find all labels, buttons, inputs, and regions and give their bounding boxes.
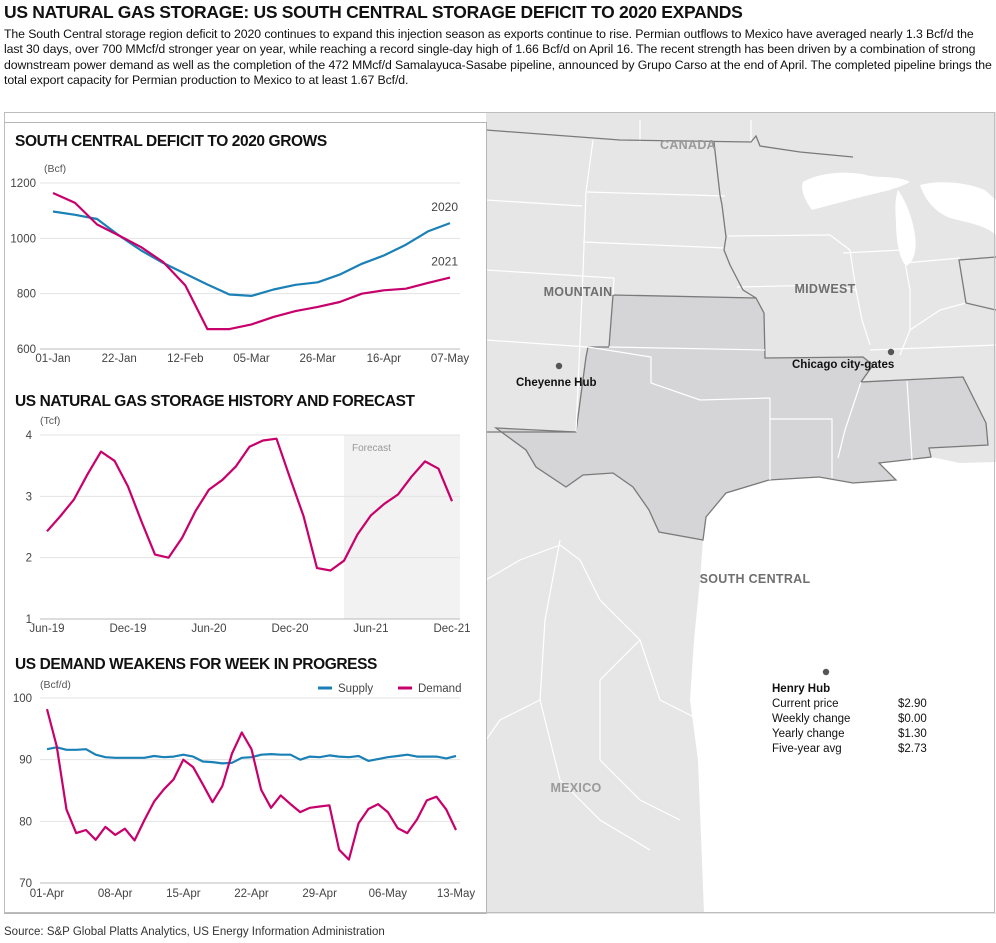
y-tick-label: 70 <box>19 878 32 890</box>
chicago-marker[interactable] <box>887 348 895 356</box>
x-tick-label: 13-May <box>437 888 476 900</box>
chart1-title: SOUTH CENTRAL DEFICIT TO 2020 GROWS <box>15 133 327 150</box>
south-central-region <box>493 294 989 541</box>
label-chicago: Chicago city-gates <box>792 359 894 371</box>
label-canada: CANADA <box>660 138 716 152</box>
lake-huron <box>920 182 996 235</box>
henry-hub-marker[interactable] <box>822 668 830 676</box>
label-mexico: MEXICO <box>550 781 601 795</box>
series-line-storage <box>46 437 454 572</box>
x-tick-label: 01-Apr <box>30 888 65 900</box>
x-tick-label: Jun-19 <box>29 623 64 635</box>
intro-paragraph: The South Central storage region deficit… <box>4 27 992 87</box>
x-tick-label: 07-May <box>431 353 470 365</box>
chart3-title: US DEMAND WEAKENS FOR WEEK IN PROGRESS <box>15 656 377 673</box>
henry-hub-row: Five-year avg $2.73 <box>772 742 932 757</box>
series-end-label: 2020 <box>431 200 458 214</box>
map-svg: CANADA MOUNTAIN MIDWEST SOUTH CENTRAL ME… <box>485 112 996 914</box>
y-tick-label: 3 <box>26 491 32 503</box>
y-tick-label: 4 <box>26 430 33 442</box>
cheyenne-hub-marker[interactable] <box>555 362 563 370</box>
y-axis-unit: (Bcf/d) <box>40 679 71 691</box>
y-tick-label: 1 <box>26 614 32 626</box>
x-tick-label: 15-Apr <box>166 888 201 900</box>
y-axis-unit: (Tcf) <box>40 415 60 427</box>
x-tick-label: 01-Jan <box>35 353 70 365</box>
y-tick-label: 80 <box>19 816 32 828</box>
x-tick-label: Jun-21 <box>353 623 388 635</box>
label-midwest: MIDWEST <box>794 282 855 296</box>
henry-hub-row-value: $0.00 <box>898 713 927 725</box>
lake-superior <box>802 172 910 210</box>
label-cheyenne-hub: Cheyenne Hub <box>516 377 597 389</box>
x-tick-label: Dec-19 <box>109 623 146 635</box>
source-note: Source: S&P Global Platts Analytics, US … <box>4 926 385 938</box>
gulf-of-mexico <box>690 457 996 913</box>
series-end-label: 2021 <box>431 255 458 269</box>
y-tick-label: 90 <box>19 755 32 767</box>
chart2-title: US NATURAL GAS STORAGE HISTORY AND FOREC… <box>15 393 415 410</box>
state-borders <box>485 120 996 851</box>
y-tick-label: 1000 <box>10 233 36 245</box>
henry-hub-row-label: Current price <box>772 698 839 710</box>
legend-label: Demand <box>418 683 461 695</box>
henry-hub-box: Henry Hub Current price $2.90 Weekly chang… <box>772 682 932 757</box>
henry-hub-row-value: $1.30 <box>898 728 927 740</box>
page-title: US NATURAL GAS STORAGE: US SOUTH CENTRAL… <box>4 2 743 22</box>
henry-hub-row: Current price $2.90 <box>772 697 932 712</box>
henry-hub-row-value: $2.73 <box>898 743 927 755</box>
x-tick-label: 26-Mar <box>299 353 336 365</box>
lake-michigan <box>895 190 916 266</box>
series-line-2020 <box>52 210 451 297</box>
henry-hub-row-label: Weekly change <box>772 713 851 725</box>
y-tick-label: 600 <box>17 344 36 356</box>
series-line-demand <box>45 708 457 861</box>
x-tick-label: 22-Apr <box>234 888 269 900</box>
x-tick-label: 12-Feb <box>167 353 203 365</box>
y-tick-label: 2 <box>26 553 32 565</box>
series-line-2021 <box>52 191 451 331</box>
x-tick-label: Dec-21 <box>433 623 470 635</box>
y-axis-unit: (Bcf) <box>44 163 66 175</box>
henry-hub-row-label: Five-year avg <box>772 743 842 755</box>
henry-hub-row: Weekly change $0.00 <box>772 712 932 727</box>
x-tick-label: 05-Mar <box>233 353 270 365</box>
label-south-central: SOUTH CENTRAL <box>700 572 811 586</box>
x-tick-label: 16-Apr <box>367 353 402 365</box>
x-tick-label: Jun-20 <box>191 623 226 635</box>
us-storage-regions-map: CANADA MOUNTAIN MIDWEST SOUTH CENTRAL ME… <box>485 112 996 914</box>
legend-label: Supply <box>338 683 373 695</box>
henry-hub-row-value: $2.90 <box>898 698 927 710</box>
x-tick-label: 06-May <box>369 888 408 900</box>
x-tick-label: 22-Jan <box>102 353 137 365</box>
x-tick-label: 08-Apr <box>98 888 133 900</box>
x-tick-label: 29-Apr <box>302 888 337 900</box>
label-mountain: MOUNTAIN <box>544 285 613 299</box>
y-tick-label: 800 <box>17 289 36 301</box>
y-tick-label: 100 <box>13 693 32 705</box>
henry-hub-title: Henry Hub <box>772 683 831 695</box>
series-line-supply <box>46 746 457 765</box>
henry-hub-row: Yearly change $1.30 <box>772 727 932 742</box>
henry-hub-row-label: Yearly change <box>772 728 845 740</box>
x-tick-label: Dec-20 <box>271 623 308 635</box>
y-tick-label: 1200 <box>10 178 36 190</box>
forecast-label: Forecast <box>352 443 391 454</box>
region-borders <box>485 129 996 433</box>
